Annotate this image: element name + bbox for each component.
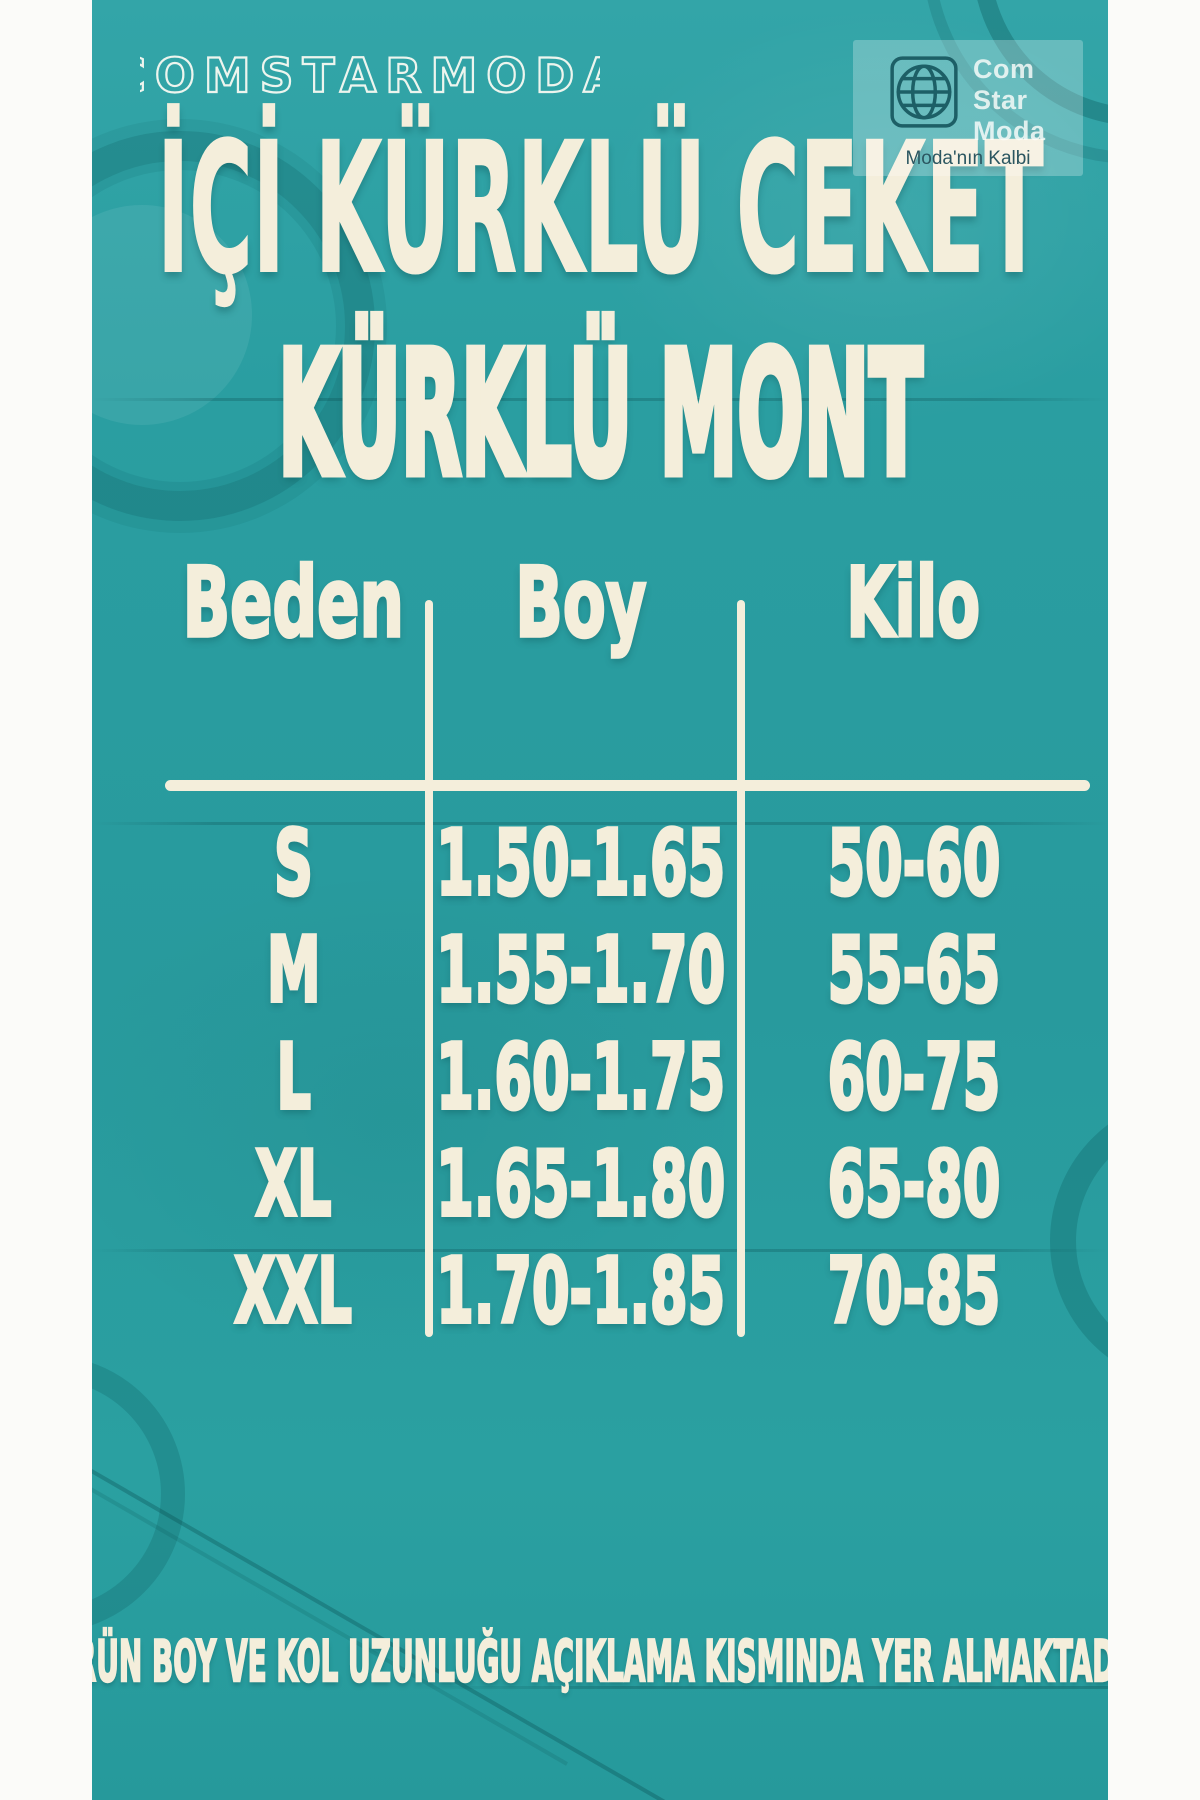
product-subtitle-wrap: KÜRKLÜ MONT — [92, 316, 1108, 514]
brand-wordmark-text: COMSTARMODA — [140, 49, 600, 104]
size-value: XL — [254, 1130, 332, 1239]
header-cell-kilo: Kilo — [737, 545, 1108, 661]
header-label-beden: Beden — [182, 545, 406, 661]
product-title: İÇİ KÜRKLÜ CEKET — [156, 105, 1044, 314]
table-row: S 1.50-1.65 50-60 — [92, 809, 1108, 918]
size-cell: XXL — [92, 1237, 425, 1346]
weight-value: 65-80 — [826, 1130, 1001, 1239]
plank-seam — [92, 822, 1108, 825]
header-underline — [165, 780, 1090, 791]
table-row: M 1.55-1.70 55-65 — [92, 916, 1108, 1025]
height-value: 1.65-1.80 — [435, 1130, 726, 1239]
weight-value: 70-85 — [826, 1237, 1001, 1346]
height-cell: 1.55-1.70 — [425, 916, 737, 1025]
weight-value: 55-65 — [826, 916, 1001, 1025]
plank-seam — [92, 398, 1108, 401]
height-value: 1.70-1.85 — [435, 1237, 726, 1346]
brand-wordmark: COMSTARMODA — [140, 48, 600, 105]
header-label-boy: Boy — [514, 545, 647, 661]
size-value: S — [273, 809, 314, 918]
size-value: L — [275, 1023, 312, 1132]
footer-note-wrap: ÜRÜN BOY VE KOL UZUNLUĞU AÇIKLAMA KISMIN… — [92, 1622, 1108, 1702]
logo-card: Com Star Moda Moda'nın Kalbi — [853, 40, 1083, 176]
size-value: M — [265, 916, 321, 1025]
footer-note: ÜRÜN BOY VE KOL UZUNLUĞU AÇIKLAMA KISMIN… — [92, 1628, 1108, 1697]
logo-wordmark-line: Star — [973, 85, 1028, 115]
table-row: XXL 1.70-1.85 70-85 — [92, 1237, 1108, 1346]
logo-tagline: Moda'nın Kalbi — [905, 148, 1031, 169]
size-cell: M — [92, 916, 425, 1025]
weight-value: 60-75 — [826, 1023, 1001, 1132]
height-cell: 1.65-1.80 — [425, 1130, 737, 1239]
height-value: 1.50-1.65 — [435, 809, 726, 918]
content-canvas: COMSTARMODA Com Star Moda Moda'nın Kalbi… — [92, 0, 1108, 1800]
product-subtitle: KÜRKLÜ MONT — [276, 316, 925, 514]
column-divider-1 — [425, 600, 433, 1337]
logo-wordmark-line: Com — [973, 54, 1035, 84]
plank-seam — [417, 1686, 1108, 1689]
size-cell: XL — [92, 1130, 425, 1239]
table-row: XL 1.65-1.80 65-80 — [92, 1130, 1108, 1239]
weight-cell: 60-75 — [737, 1023, 1108, 1132]
header-label-kilo: Kilo — [845, 545, 981, 661]
logo-wordmark: Com Star Moda — [973, 54, 1046, 147]
size-cell: L — [92, 1023, 425, 1132]
ring-decoration-bottom-left — [92, 1355, 185, 1633]
size-table-body: S 1.50-1.65 50-60 M 1.55-1.70 55-65 L 1.… — [92, 809, 1108, 1346]
size-cell: S — [92, 809, 425, 918]
table-row: L 1.60-1.75 60-75 — [92, 1023, 1108, 1132]
header-cell-beden: Beden — [92, 545, 425, 661]
weight-cell: 50-60 — [737, 809, 1108, 918]
weight-cell: 65-80 — [737, 1130, 1108, 1239]
product-title-wrap: İÇİ KÜRKLÜ CEKET — [92, 105, 1108, 314]
plank-seam — [92, 1249, 1108, 1252]
header-cell-boy: Boy — [425, 545, 737, 661]
weight-cell: 55-65 — [737, 916, 1108, 1025]
weight-cell: 70-85 — [737, 1237, 1108, 1346]
column-divider-2 — [737, 600, 745, 1337]
size-value: XXL — [233, 1237, 353, 1346]
logo-wordmark-line: Moda — [973, 116, 1046, 146]
weight-value: 50-60 — [826, 809, 1001, 918]
height-value: 1.55-1.70 — [435, 916, 726, 1025]
height-value: 1.60-1.75 — [435, 1023, 726, 1132]
globe-icon — [890, 56, 958, 128]
height-cell: 1.60-1.75 — [425, 1023, 737, 1132]
height-cell: 1.70-1.85 — [425, 1237, 737, 1346]
table-header-row: Beden Boy Kilo — [92, 545, 1108, 661]
height-cell: 1.50-1.65 — [425, 809, 737, 918]
